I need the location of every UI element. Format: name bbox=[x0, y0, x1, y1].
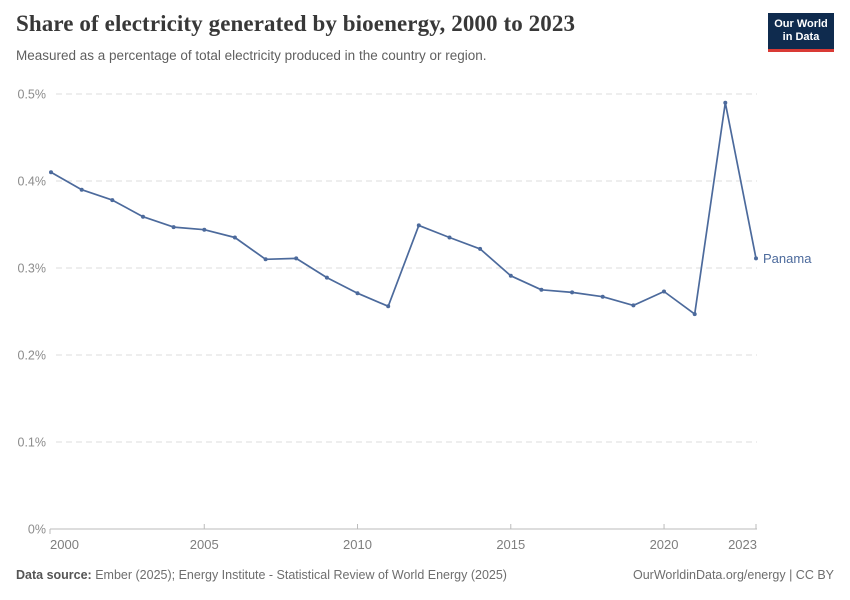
data-point bbox=[79, 187, 84, 192]
owid-logo[interactable]: Our World in Data bbox=[768, 13, 834, 52]
y-tick-label: 0.4% bbox=[18, 175, 47, 189]
data-source-label: Data source: bbox=[16, 568, 92, 582]
data-source-note: Data source: Ember (2025); Energy Instit… bbox=[16, 568, 507, 582]
y-tick-label: 0.2% bbox=[18, 349, 47, 363]
data-point bbox=[324, 275, 329, 280]
y-tick-label: 0% bbox=[28, 523, 46, 537]
data-point bbox=[447, 235, 452, 240]
page-title: Share of electricity generated by bioene… bbox=[16, 11, 576, 36]
y-axis-labels: 0% 0.1% 0.2% 0.3% 0.4% 0.5% bbox=[18, 88, 47, 537]
y-tick-label: 0.1% bbox=[18, 436, 47, 450]
x-tick-label: 2000 bbox=[50, 537, 79, 552]
y-tick-label: 0.3% bbox=[18, 262, 47, 276]
data-point bbox=[570, 290, 575, 295]
series-line-panama[interactable] bbox=[50, 101, 757, 315]
data-point bbox=[294, 256, 299, 261]
data-source-text: Ember (2025); Energy Institute - Statist… bbox=[95, 568, 507, 582]
x-tick-label: 2005 bbox=[190, 537, 219, 552]
data-point bbox=[171, 225, 176, 230]
data-point bbox=[723, 100, 728, 105]
logo-line1: Our World bbox=[774, 18, 828, 31]
x-tick-label: 2010 bbox=[343, 537, 372, 552]
data-point bbox=[600, 294, 605, 299]
series-label: Panama bbox=[763, 251, 812, 266]
data-point bbox=[232, 235, 237, 240]
data-point bbox=[263, 257, 268, 262]
data-series[interactable] bbox=[49, 100, 758, 317]
data-point bbox=[416, 223, 421, 228]
y-tick-label: 0.5% bbox=[18, 88, 47, 102]
license-link[interactable]: OurWorldinData.org/energy | CC BY bbox=[632, 568, 834, 582]
x-tick-label: 2015 bbox=[496, 537, 525, 552]
chart-subtitle: Measured as a percentage of total electr… bbox=[16, 47, 487, 63]
gridlines bbox=[56, 93, 757, 443]
chart-footer: Data source: Ember (2025); Energy Instit… bbox=[16, 568, 834, 582]
data-point bbox=[141, 214, 145, 219]
data-point bbox=[754, 256, 758, 261]
data-point bbox=[539, 287, 544, 292]
data-point bbox=[631, 303, 636, 308]
data-point bbox=[49, 170, 53, 175]
x-axis: 2000 2005 2010 2015 2020 2023 bbox=[49, 524, 757, 552]
data-point bbox=[110, 198, 115, 203]
data-point bbox=[386, 304, 391, 309]
data-point bbox=[662, 289, 666, 294]
x-tick-label: 2023 bbox=[728, 537, 757, 552]
chart-header: Share of electricity generated by bioene… bbox=[16, 10, 834, 63]
data-point bbox=[692, 312, 697, 317]
data-point bbox=[508, 273, 513, 278]
series-end-label: Panama bbox=[763, 251, 812, 266]
x-tick-label: 2020 bbox=[650, 537, 679, 552]
data-point bbox=[478, 246, 483, 251]
data-point bbox=[355, 291, 360, 296]
logo-line2: in Data bbox=[782, 31, 820, 43]
data-point bbox=[202, 227, 207, 232]
